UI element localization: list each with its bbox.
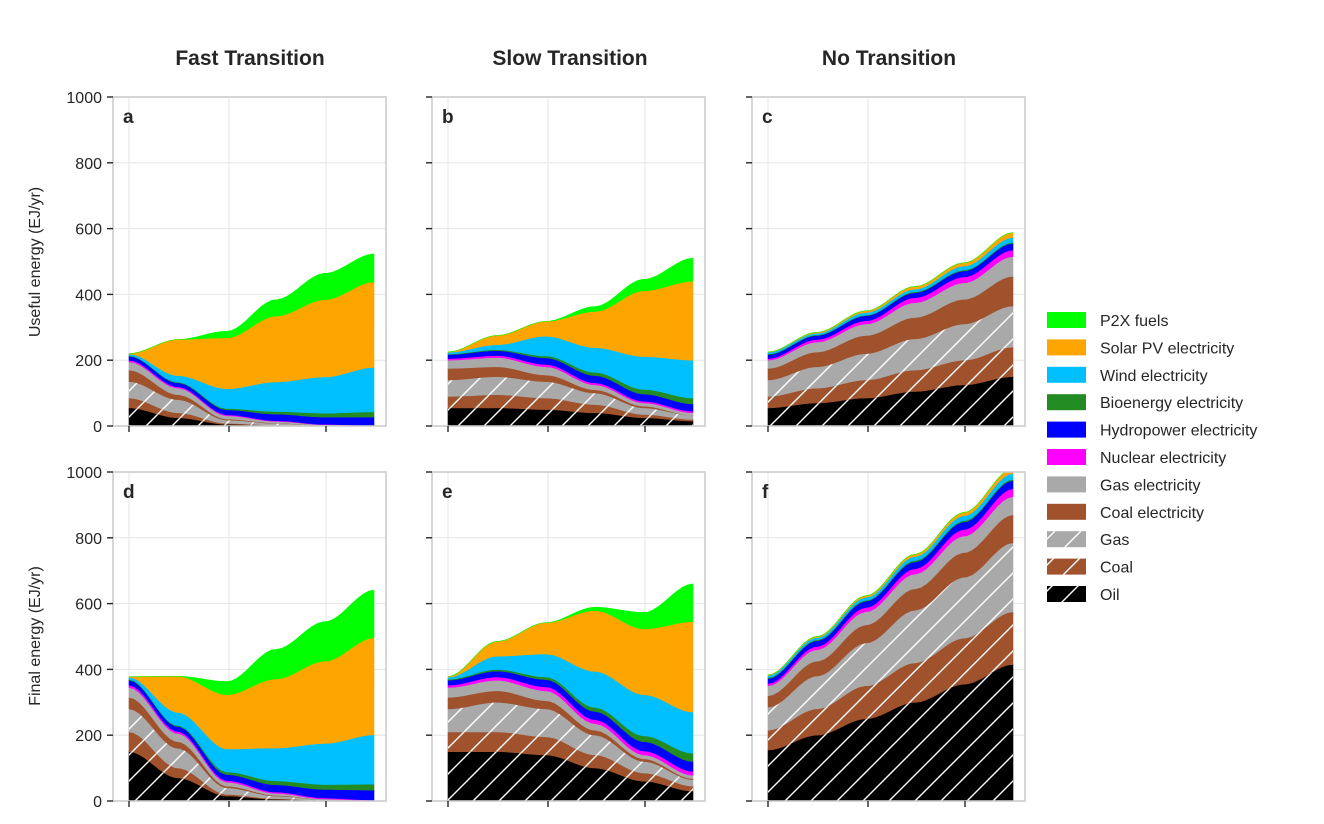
legend-item-oil: Oil — [1047, 586, 1120, 604]
area-hatch-oil — [129, 751, 374, 801]
legend-label: Solar PV electricity — [1100, 340, 1234, 357]
legend-swatch — [1047, 339, 1086, 356]
area-hatch-gas — [129, 708, 374, 801]
y-tick-label: 200 — [75, 728, 102, 745]
area-hatch-gas — [448, 702, 693, 787]
area-hatch-oil — [448, 407, 693, 426]
area-p2x-fuels — [767, 472, 1006, 676]
legend-item-nuclear-electricity: Nuclear electricity — [1047, 449, 1226, 467]
legend-item-gas: Gas — [1047, 531, 1129, 549]
y-tick-label: 0 — [93, 419, 102, 436]
panel-label-d: d — [123, 482, 135, 503]
area-p2x-fuels — [128, 589, 375, 696]
area-p2x-fuels — [128, 253, 375, 354]
legend-swatch-hatch — [1047, 531, 1086, 548]
panel-label-b: b — [442, 107, 454, 128]
panel-frame — [431, 96, 706, 427]
column-title-fast: Fast Transition — [175, 47, 324, 70]
area-p2x-fuels — [447, 583, 694, 677]
panels: 0 200 400 600 800 1000 a b c 0 200 400 600 800 1000 d e f — [66, 90, 1026, 811]
panel-c: c — [746, 96, 1026, 432]
panel-frame — [431, 471, 706, 802]
panel-d: 0 200 400 600 800 1000 d — [66, 465, 387, 811]
panel-label-f: f — [762, 482, 769, 503]
panel-label-c: c — [762, 107, 773, 128]
panel-f: f — [746, 471, 1026, 807]
legend-label: P2X fuels — [1100, 313, 1168, 330]
panel-b: b — [426, 96, 706, 432]
area-hatch-gas — [768, 542, 1013, 731]
panel-a: 0 200 400 600 800 1000 a — [66, 90, 387, 436]
legend-swatch — [1047, 421, 1086, 438]
area-hatch-coal — [768, 611, 1013, 750]
y-tick-label: 1000 — [66, 90, 102, 107]
panel-frame — [751, 471, 1026, 802]
legend-item-coal: Coal — [1047, 558, 1133, 577]
panel-frame — [112, 96, 387, 427]
area-hatch-oil — [448, 751, 693, 801]
column-title-slow: Slow Transition — [492, 47, 647, 70]
legend-item-coal-electricity: Coal electricity — [1047, 503, 1204, 522]
legend-item-wind-electricity: Wind electricity — [1047, 366, 1208, 385]
area-hatch-oil — [768, 376, 1013, 426]
y-tick-label: 200 — [75, 353, 102, 370]
y-tick-label: 800 — [75, 156, 102, 173]
legend-item-solar-pv-electricity: Solar PV electricity — [1047, 339, 1234, 357]
legend-label: Bioenergy electricity — [1100, 395, 1243, 412]
area-p2x-fuels — [767, 232, 1014, 353]
area-hatch-gas — [129, 381, 374, 426]
legend-item-p2x-fuels: P2X fuels — [1047, 312, 1168, 330]
legend-item-hydropower-electricity: Hydropower electricity — [1047, 421, 1257, 440]
legend-swatch — [1047, 312, 1086, 328]
legend-label: Coal — [1100, 560, 1133, 577]
panel-frame — [112, 471, 387, 802]
legend: P2X fuels Solar PV electricity Wind electr… — [1047, 312, 1257, 604]
area-p2x-fuels — [447, 257, 694, 353]
ylabel-useful-energy: Useful energy (EJ/yr) — [27, 187, 44, 337]
legend-label: Nuclear electricity — [1100, 450, 1226, 467]
legend-item-bioenergy-electricity: Bioenergy electricity — [1047, 394, 1243, 412]
y-tick-label: 1000 — [66, 465, 102, 482]
y-tick-label: 800 — [75, 531, 102, 548]
panel-frame — [751, 96, 1026, 427]
area-hatch-oil — [768, 664, 1013, 801]
legend-swatch — [1047, 503, 1086, 520]
y-tick-label: 600 — [75, 597, 102, 614]
legend-swatch — [1047, 394, 1086, 411]
ylabel-final-energy: Final energy (EJ/yr) — [27, 566, 44, 706]
legend-swatch-hatch — [1047, 586, 1086, 602]
y-tick-label: 600 — [75, 222, 102, 239]
legend-swatch — [1047, 449, 1086, 465]
legend-label: Gas — [1100, 532, 1129, 549]
area-hatch-coal — [768, 347, 1013, 408]
area-hatch-oil — [129, 407, 374, 426]
legend-label: Hydropower electricity — [1100, 423, 1257, 440]
area-hatch-coal — [448, 394, 693, 422]
legend-label: Gas electricity — [1100, 477, 1200, 494]
column-title-none: No Transition — [822, 47, 956, 70]
panel-label-a: a — [123, 107, 134, 128]
legend-swatch-hatch — [1047, 558, 1086, 575]
area-hatch-gas — [448, 376, 693, 420]
legend-label: Coal electricity — [1100, 505, 1204, 522]
y-tick-label: 0 — [93, 794, 102, 811]
legend-item-gas-electricity: Gas electricity — [1047, 476, 1200, 494]
panel-e: e — [426, 471, 706, 807]
panel-label-e: e — [442, 482, 453, 503]
legend-swatch — [1047, 366, 1086, 383]
y-tick-label: 400 — [75, 287, 102, 304]
area-hatch-coal — [448, 731, 693, 792]
y-tick-label: 400 — [75, 662, 102, 679]
legend-label: Wind electricity — [1100, 368, 1208, 385]
legend-label: Oil — [1100, 587, 1120, 604]
area-hatch-gas — [768, 305, 1013, 397]
legend-swatch — [1047, 476, 1086, 493]
